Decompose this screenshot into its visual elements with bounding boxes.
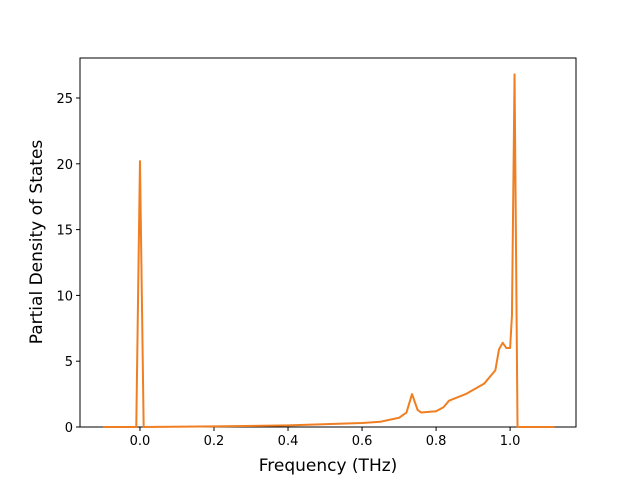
x-tick-label: 0.4 <box>278 434 299 449</box>
y-tick-label: 15 <box>56 224 73 239</box>
y-tick-label: 25 <box>56 92 73 107</box>
y-tick-label: 20 <box>56 158 73 173</box>
line <box>102 73 555 428</box>
x-tick-label: 0.2 <box>204 434 225 449</box>
x-axis-label: Frequency (THz) <box>259 456 398 476</box>
x-tick-label: 1.0 <box>500 434 521 449</box>
x-tick-label: 0.8 <box>426 434 447 449</box>
y-tick-label: 5 <box>65 355 73 370</box>
y-tick-label: 0 <box>65 421 73 436</box>
x-tick-label: 0.0 <box>130 434 151 449</box>
y-axis-label: Partial Density of States <box>27 140 47 345</box>
plot-frame <box>79 57 577 428</box>
y-tick-label: 10 <box>56 289 73 304</box>
x-tick-label: 0.6 <box>352 434 373 449</box>
